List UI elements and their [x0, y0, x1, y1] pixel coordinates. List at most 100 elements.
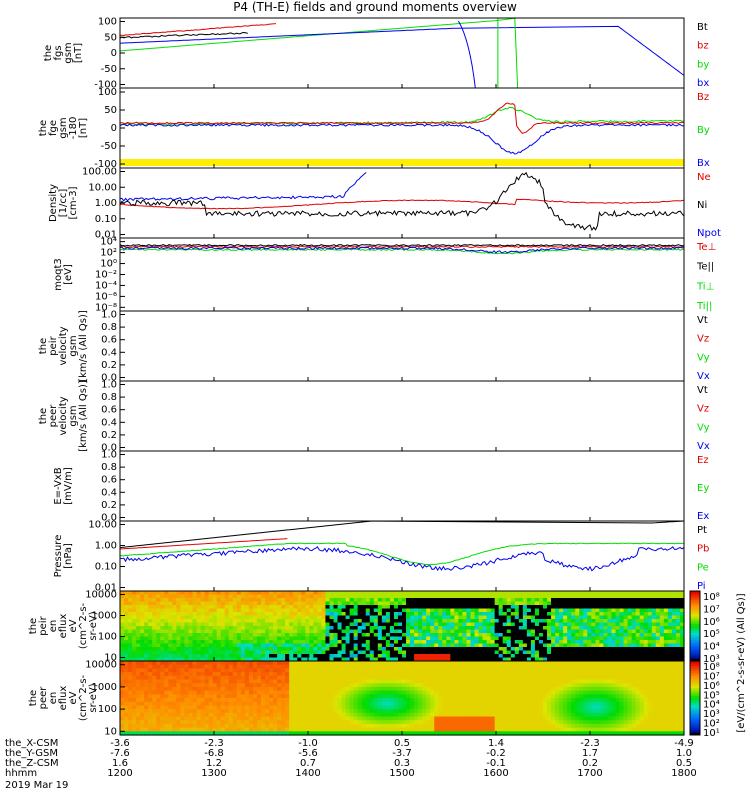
heatmap-cell	[418, 664, 423, 669]
heatmap-cell	[397, 601, 403, 606]
heatmap-cell	[321, 672, 327, 677]
heatmap-cell	[212, 723, 218, 729]
heatmap-cell	[430, 672, 435, 677]
heatmap-cell	[534, 690, 540, 695]
heatmap-cell	[502, 709, 508, 714]
heatmap-cell	[124, 650, 129, 655]
heatmap-cell	[236, 690, 242, 695]
heatmap-cell	[309, 626, 314, 631]
heatmap-cell	[289, 683, 294, 688]
heatmap-cell	[152, 686, 157, 692]
heatmap-cell	[679, 605, 685, 610]
heatmap-cell	[337, 612, 343, 617]
heatmap-cell	[470, 712, 476, 718]
heatmap-cell	[498, 608, 504, 613]
heatmap-cell	[285, 657, 290, 662]
heatmap-cell	[228, 626, 234, 631]
heatmap-cell	[518, 661, 524, 666]
heatmap-cell	[543, 720, 548, 725]
heatmap-cell	[236, 683, 242, 688]
heatmap-cell	[140, 605, 145, 610]
heatmap-cell	[418, 727, 423, 732]
heatmap-cell	[220, 626, 226, 631]
heatmap-cell	[172, 661, 177, 666]
heatmap-cell	[454, 661, 459, 666]
heatmap-cell	[208, 594, 214, 599]
heatmap-cell	[289, 709, 294, 714]
heatmap-cell	[317, 598, 323, 603]
heatmap-cell	[482, 723, 488, 729]
heatmap-cell	[357, 633, 363, 638]
heatmap-cell	[256, 657, 262, 662]
heatmap-cell	[248, 643, 254, 648]
heatmap-cell	[212, 633, 218, 638]
heatmap-cell	[575, 629, 580, 634]
heatmap-cell	[317, 668, 323, 673]
heatmap-cell	[136, 698, 141, 703]
heatmap-cell	[200, 619, 206, 624]
heatmap-cell	[559, 686, 564, 692]
heatmap-cell	[559, 712, 564, 718]
heatmap-cell	[208, 668, 214, 673]
heatmap-cell	[599, 636, 605, 641]
heatmap-cell	[256, 716, 262, 721]
heatmap-cell	[309, 615, 314, 620]
heatmap-cell	[522, 661, 528, 666]
heatmap-cell	[293, 705, 298, 710]
heatmap-cell	[551, 705, 556, 710]
heatmap-cell	[377, 723, 383, 729]
heatmap-cell	[164, 615, 169, 620]
heatmap-cell	[224, 598, 230, 603]
heatmap-cell	[373, 626, 379, 631]
heatmap-cell	[216, 727, 222, 732]
heatmap-cell	[410, 716, 415, 721]
heatmap-cell	[357, 619, 363, 624]
heatmap-cell	[212, 612, 218, 617]
heatmap-cell	[212, 705, 218, 710]
heatmap-cell	[357, 709, 363, 714]
heatmap-cell	[659, 615, 665, 620]
heatmap-cell	[192, 709, 198, 714]
heatmap-cell	[502, 636, 508, 641]
heatmap-cell	[643, 601, 649, 606]
heatmap-cell	[120, 723, 125, 729]
heatmap-cell	[236, 640, 242, 645]
heatmap-cell	[583, 643, 588, 648]
heatmap-cell	[333, 636, 339, 641]
heatmap-cell	[212, 615, 218, 620]
heatmap-cell	[458, 698, 464, 703]
heatmap-cell	[454, 629, 459, 634]
heatmap-cell	[534, 701, 540, 706]
heatmap-cell	[184, 647, 190, 652]
heatmap-cell	[160, 705, 165, 710]
heatmap-cell	[434, 647, 439, 652]
heatmap-cell	[559, 612, 564, 617]
heatmap-cell	[434, 698, 439, 703]
heatmap-cell	[216, 612, 222, 617]
heatmap-cell	[595, 612, 600, 617]
heatmap-cell	[551, 622, 556, 627]
heatmap-cell	[220, 608, 226, 613]
heatmap-cell	[269, 694, 274, 699]
heatmap-cell	[538, 650, 544, 655]
heatmap-cell	[168, 650, 173, 655]
heatmap-cell	[144, 605, 149, 610]
heatmap-cell	[369, 723, 375, 729]
heatmap-cell	[321, 622, 327, 627]
heatmap-cell	[273, 727, 278, 732]
heatmap-cell	[345, 694, 351, 699]
heatmap-cell	[434, 650, 439, 655]
heatmap-cell	[538, 601, 544, 606]
heatmap-cell	[297, 723, 302, 729]
heatmap-cell	[297, 608, 302, 613]
heatmap-cell	[204, 591, 210, 596]
heatmap-cell	[373, 664, 379, 669]
heatmap-cell	[244, 701, 250, 706]
heatmap-cell	[671, 612, 677, 617]
heatmap-cell	[502, 675, 508, 681]
heatmap-cell	[494, 650, 500, 655]
heatmap-cell	[236, 650, 242, 655]
heatmap-cell	[651, 633, 657, 638]
heatmap-cell	[514, 705, 520, 710]
heatmap-cell	[228, 683, 234, 688]
